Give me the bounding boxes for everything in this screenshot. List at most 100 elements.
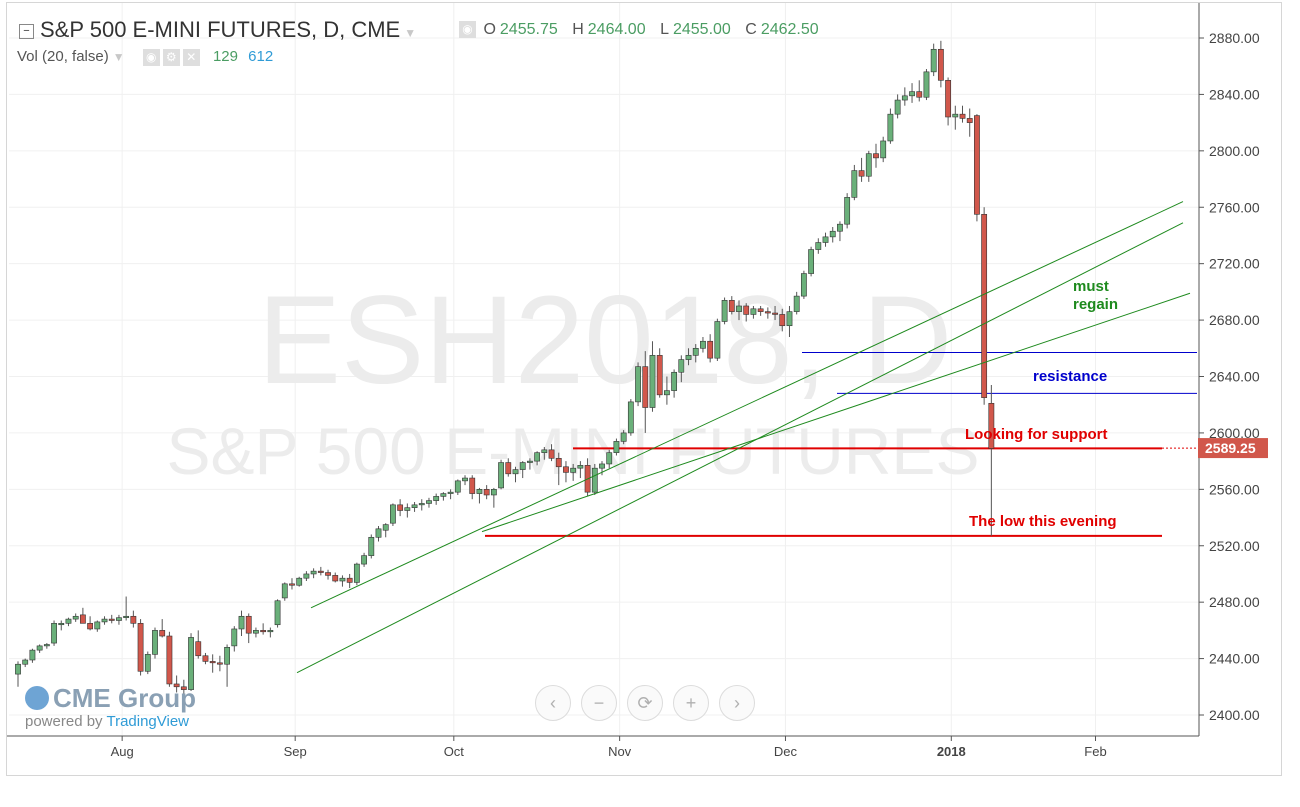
- candle-body: [974, 115, 980, 215]
- candle-body: [599, 463, 605, 469]
- reset-button[interactable]: ⟳: [627, 685, 663, 721]
- candle-body: [534, 452, 541, 462]
- y-tick-label: 2480.00: [1209, 594, 1260, 610]
- candle-body: [281, 583, 288, 599]
- candle-body: [15, 663, 21, 675]
- scroll-left-button[interactable]: ‹: [535, 685, 571, 721]
- tradingview-link[interactable]: TradingView: [106, 713, 190, 730]
- candle-body: [505, 462, 512, 475]
- chart-canvas[interactable]: ESH2018, D S&P 500 E-MINI FUTURES mustre…: [7, 3, 1281, 775]
- annotation-2: regain: [1073, 296, 1118, 313]
- x-tick-label: Sep: [284, 744, 307, 759]
- candle-body: [404, 507, 411, 511]
- collapse-icon[interactable]: −: [19, 23, 34, 39]
- candle-body: [700, 340, 706, 349]
- annotation-3: resistance: [1033, 368, 1107, 385]
- candle-body: [51, 623, 57, 644]
- close-value: 2462.50: [760, 21, 819, 38]
- candle-body: [865, 153, 872, 177]
- candle-body: [692, 347, 699, 356]
- eye-icon[interactable]: ◉: [142, 48, 160, 66]
- candle-body: [116, 617, 122, 621]
- candle-body: [303, 573, 310, 579]
- powered-by: powered by TradingView: [25, 713, 190, 730]
- candle-body: [613, 441, 620, 453]
- candle-body: [786, 311, 793, 327]
- candle-body: [800, 273, 807, 297]
- candle-body: [901, 95, 908, 101]
- candle-body: [736, 305, 742, 312]
- candle-body: [447, 491, 454, 494]
- candle-body: [555, 458, 562, 468]
- candle-body: [815, 242, 822, 250]
- gear-icon[interactable]: ⚙: [162, 48, 180, 66]
- candle-body: [173, 683, 180, 688]
- zoom-in-button[interactable]: +: [673, 685, 709, 721]
- candle-body: [620, 432, 627, 442]
- candle-body: [382, 524, 389, 531]
- globe-icon: [25, 686, 49, 710]
- candle-body: [757, 308, 764, 312]
- candle-body: [988, 402, 995, 449]
- candle-body: [519, 462, 526, 470]
- candle-body: [548, 449, 555, 459]
- candle-body: [671, 371, 678, 391]
- candle-body: [353, 563, 360, 583]
- zoom-out-button[interactable]: −: [581, 685, 617, 721]
- candle-body: [195, 641, 202, 657]
- scroll-right-button[interactable]: ›: [719, 685, 755, 721]
- annotation-5: The low this evening: [969, 513, 1117, 530]
- candle-body: [339, 577, 346, 582]
- x-tick-label: Aug: [111, 744, 134, 759]
- candle-body: [411, 504, 418, 508]
- x-tick-label: Nov: [608, 744, 632, 759]
- candle-body: [108, 618, 115, 621]
- candle-body: [837, 223, 843, 232]
- candle-body: [779, 314, 786, 327]
- candle-body: [180, 686, 187, 690]
- candle-body: [627, 401, 634, 434]
- low-value: 2455.00: [672, 21, 731, 38]
- candle-body: [462, 477, 468, 482]
- candle-body: [606, 452, 613, 465]
- y-tick-label: 2640.00: [1209, 369, 1260, 385]
- volume-label[interactable]: Vol (20, false): [17, 48, 109, 65]
- chevron-down-icon[interactable]: ▼: [112, 50, 125, 64]
- eye-icon[interactable]: ◉: [459, 21, 476, 39]
- candle-body: [159, 630, 166, 637]
- candle-body: [440, 493, 447, 497]
- candle-body: [72, 615, 79, 620]
- chevron-down-icon[interactable]: ▼: [404, 26, 417, 40]
- candle-body: [851, 170, 858, 198]
- candle-body: [649, 355, 656, 408]
- candle-body: [433, 496, 440, 501]
- last-price-label: 2589.25: [1205, 440, 1256, 456]
- candle-body: [476, 489, 483, 494]
- candle-body: [469, 477, 476, 494]
- candle-body: [541, 449, 548, 453]
- candle-body: [397, 504, 404, 511]
- y-tick-label: 2680.00: [1209, 312, 1260, 328]
- candle-body: [267, 630, 274, 633]
- volume-legend: Vol (20, false) ▼ ◉ ⚙ ✕ 129 612: [17, 48, 273, 66]
- candle-body: [317, 570, 324, 573]
- candle-body: [909, 91, 915, 97]
- candle-body: [58, 623, 65, 626]
- candle-body: [454, 480, 461, 493]
- high-value: 2464.00: [587, 21, 646, 38]
- symbol-title[interactable]: − S&P 500 E-MINI FUTURES, D, CME ▼: [19, 17, 416, 43]
- y-tick-label: 2840.00: [1209, 86, 1260, 102]
- x-tick-label: Oct: [444, 744, 465, 759]
- candle-body: [43, 644, 50, 647]
- candle-body: [822, 236, 829, 243]
- candle-body: [94, 621, 101, 630]
- watermark-line-1: ESH2018, D: [258, 271, 953, 410]
- candle-body: [87, 623, 93, 630]
- candle-body: [101, 618, 108, 623]
- close-icon[interactable]: ✕: [182, 48, 200, 66]
- candle-body: [490, 489, 497, 496]
- candle-body: [858, 170, 865, 177]
- candle-body: [685, 355, 692, 360]
- candle-body: [325, 572, 331, 576]
- y-tick-label: 2560.00: [1209, 481, 1260, 497]
